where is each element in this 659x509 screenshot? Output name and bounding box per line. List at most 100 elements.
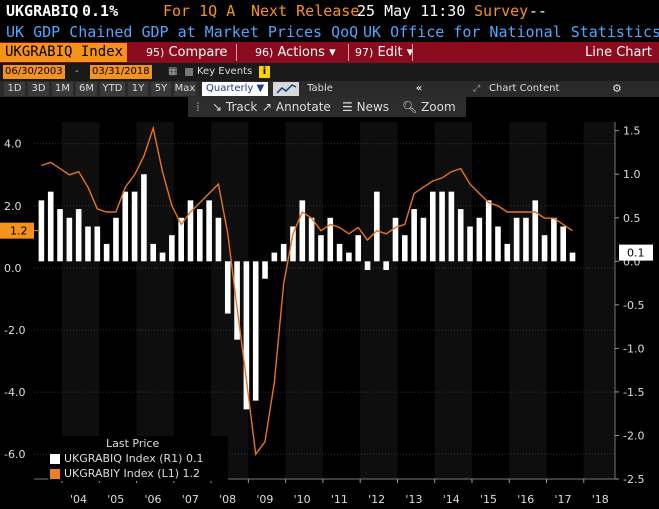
end-date-input[interactable]: 03/31/2018 bbox=[90, 65, 152, 79]
x-tick-label: '06 bbox=[145, 493, 162, 506]
gdp-chart[interactable]: 4.02.00.0-2.0-4.0-6.01.51.00.50.0-0.5-1.… bbox=[0, 118, 659, 509]
security-description-row: UK GDP Chained GDP at Market Prices QoQ … bbox=[0, 22, 659, 42]
x-tick-label: '05 bbox=[107, 493, 124, 506]
bar bbox=[103, 243, 110, 262]
bar bbox=[57, 209, 63, 262]
gear-icon[interactable]: ⚙ bbox=[612, 82, 622, 95]
bar bbox=[439, 191, 445, 262]
bar bbox=[141, 174, 147, 262]
bar bbox=[66, 217, 73, 262]
bar bbox=[392, 217, 399, 262]
chevron-down-icon: ▾ bbox=[406, 45, 414, 60]
last-value: 0.1% bbox=[82, 2, 119, 20]
start-date-input[interactable]: 06/30/2003 bbox=[3, 65, 65, 79]
bar bbox=[327, 217, 334, 262]
bar bbox=[234, 261, 240, 340]
bar bbox=[290, 226, 296, 262]
bar bbox=[299, 200, 306, 262]
zoom-button[interactable]: 🔍︎ Zoom bbox=[402, 100, 456, 114]
table-toggle[interactable]: Table bbox=[307, 83, 333, 94]
security-input[interactable]: UKGRABIQ Index bbox=[0, 43, 127, 62]
legend-title: Last Price bbox=[106, 437, 160, 450]
period-button-1m[interactable]: 1M bbox=[52, 82, 73, 96]
x-tick-label: '16 bbox=[517, 493, 534, 506]
survey-label: Survey bbox=[474, 2, 529, 20]
period-button-ytd[interactable]: YTD bbox=[100, 82, 125, 96]
ticker-label: UKGRABIQ bbox=[6, 2, 79, 20]
legend-item-line[interactable]: UKGRABIY Index (L1) 1.2 bbox=[48, 466, 228, 481]
collapse-icon[interactable]: « bbox=[415, 83, 423, 94]
bar bbox=[47, 191, 54, 262]
bar bbox=[346, 252, 352, 262]
bar bbox=[75, 209, 82, 262]
period-button-3d[interactable]: 3D bbox=[28, 82, 49, 96]
period-button-1d[interactable]: 1D bbox=[4, 82, 25, 96]
compare-button[interactable]: 95) Compare bbox=[146, 45, 228, 60]
track-button[interactable]: ↘ Track bbox=[212, 100, 258, 114]
year-band bbox=[360, 122, 398, 479]
security-description[interactable]: UK GDP Chained GDP at Market Prices QoQ bbox=[6, 23, 359, 41]
news-button[interactable]: ☰ News bbox=[342, 100, 390, 114]
bar bbox=[485, 200, 492, 262]
line-chart-icon bbox=[276, 84, 297, 94]
line-chart-toggle[interactable] bbox=[273, 82, 299, 96]
x-tick-label: '12 bbox=[368, 493, 385, 506]
chart-legend: Last Price UKGRABIQ Index (R1) 0.1 UKGRA… bbox=[48, 436, 228, 481]
right-tick-label: -2.0 bbox=[623, 429, 644, 442]
bar bbox=[262, 261, 268, 279]
bar bbox=[532, 200, 539, 262]
bar bbox=[318, 235, 324, 262]
bar bbox=[420, 217, 427, 262]
year-band bbox=[509, 122, 547, 479]
right-tick-label: 1.5 bbox=[623, 125, 641, 138]
year-band bbox=[434, 122, 472, 479]
period-button-max[interactable]: Max bbox=[174, 82, 196, 96]
legend-swatch bbox=[50, 469, 60, 479]
period-button-5y[interactable]: 5Y bbox=[151, 82, 171, 96]
legend-item-bars[interactable]: UKGRABIQ Index (R1) 0.1 bbox=[48, 451, 228, 466]
chart-tools: ⁞ ↘ Track ↗ Annotate ☰ News 🔍︎ Zoom bbox=[0, 97, 659, 118]
bar bbox=[523, 217, 529, 262]
period-button-6m[interactable]: 6M bbox=[76, 82, 97, 96]
x-tick-label: '08 bbox=[219, 493, 236, 506]
bar bbox=[38, 200, 45, 262]
calendar-icon[interactable]: ▦ bbox=[168, 66, 178, 77]
news-icon: ☰ bbox=[342, 100, 353, 114]
bar bbox=[94, 226, 101, 262]
bar bbox=[159, 252, 166, 262]
series-line bbox=[41, 125, 573, 457]
chart-tools-bar bbox=[188, 97, 466, 117]
bar bbox=[476, 217, 483, 262]
bar bbox=[457, 209, 464, 262]
frequency-select[interactable]: Quarterly ▼ bbox=[202, 82, 269, 96]
actions-button[interactable]: 96) Actions ▾ bbox=[255, 45, 336, 60]
security-header: UKGRABIQ 0.1% For 1Q A Next Release 25 M… bbox=[0, 0, 659, 22]
left-tick-label: 4.0 bbox=[4, 138, 22, 151]
grip-icon: ⁞ bbox=[196, 100, 200, 114]
year-band bbox=[285, 122, 323, 479]
x-tick-label: '17 bbox=[555, 493, 572, 506]
bar bbox=[224, 261, 231, 314]
left-last-value-tag bbox=[0, 222, 34, 239]
source-name[interactable]: UK Office for National Statistics bbox=[363, 23, 659, 41]
bar bbox=[411, 209, 417, 262]
key-events-checkbox[interactable] bbox=[185, 68, 193, 76]
chevron-down-icon: ▾ bbox=[329, 45, 336, 60]
legend-swatch bbox=[50, 454, 60, 464]
period-bar: 1D 3D 1M 6M YTD 1Y 5Y Max Quarterly ▼ Table « ⤢… bbox=[0, 81, 659, 97]
bar bbox=[429, 191, 436, 262]
bar bbox=[364, 261, 371, 271]
bar bbox=[355, 235, 362, 262]
info-icon[interactable]: i bbox=[259, 66, 270, 78]
survey-value: -- bbox=[529, 2, 548, 20]
edit-button[interactable]: 97) Edit ▾ bbox=[355, 45, 414, 60]
x-tick-label: '13 bbox=[405, 493, 422, 506]
x-tick-label: '10 bbox=[294, 493, 311, 506]
bar bbox=[280, 243, 287, 262]
period-button-1y[interactable]: 1Y bbox=[128, 82, 148, 96]
chart-content-label[interactable]: Chart Content bbox=[489, 83, 560, 94]
right-tick-label: 0.5 bbox=[623, 212, 641, 225]
annotate-button[interactable]: ↗ Annotate bbox=[262, 100, 331, 114]
chart-content-icon: ⤢ bbox=[473, 84, 481, 94]
right-tick-label: 1.0 bbox=[623, 168, 641, 181]
